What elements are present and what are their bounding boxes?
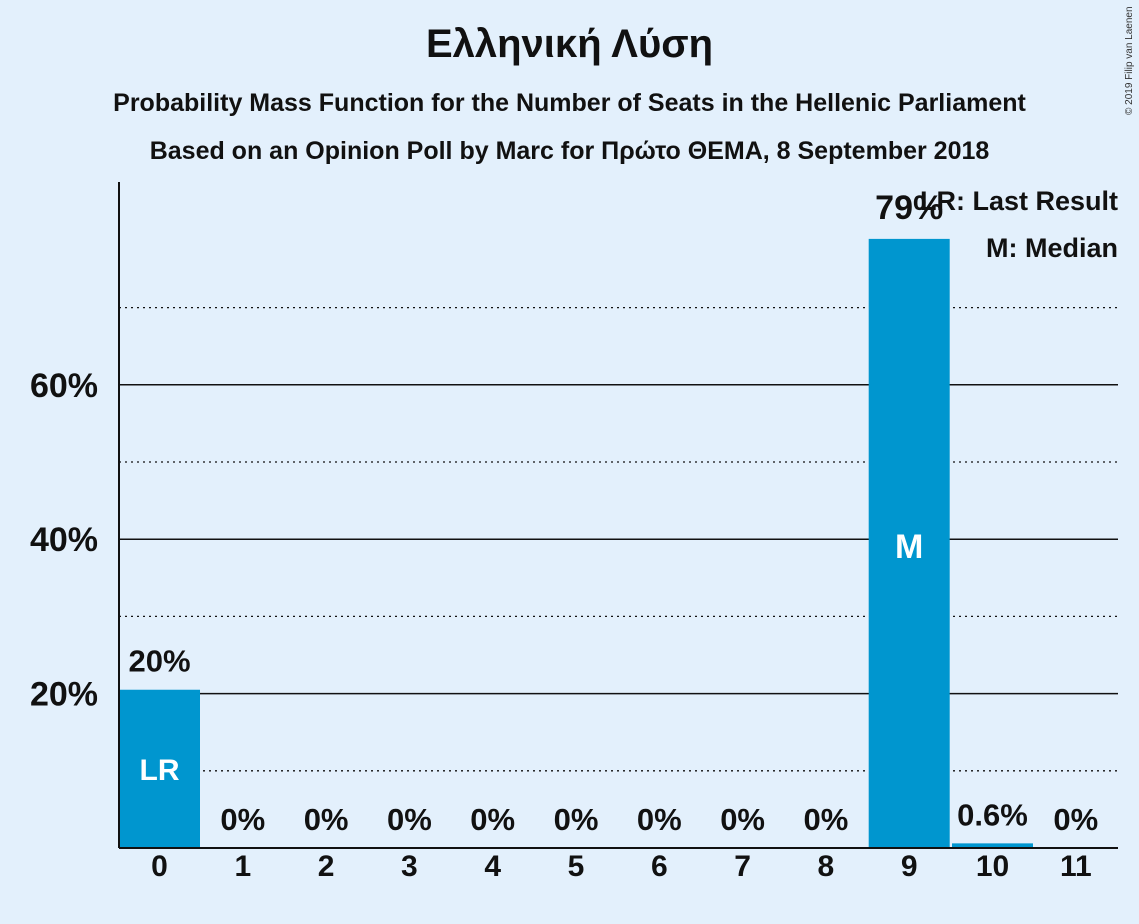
x-tick-label: 10: [976, 850, 1009, 883]
bar-value-label: 79%: [875, 189, 943, 227]
bar-value-label: 0%: [304, 802, 349, 837]
bar: [119, 689, 200, 848]
bar-value-label: 0%: [803, 802, 848, 837]
y-tick-label: 60%: [30, 367, 98, 405]
x-tick-label: 2: [318, 850, 335, 883]
y-tick-label: 20%: [30, 676, 98, 714]
bar-value-label: 0.6%: [957, 797, 1028, 832]
chart-source-note: Based on an Opinion Poll by Marc for Πρώ…: [149, 137, 990, 165]
x-tick-label: 4: [484, 850, 501, 883]
chart-subtitle: Probability Mass Function for the Number…: [113, 89, 1026, 117]
bar-value-label: 0%: [387, 802, 432, 837]
x-tick-label: 8: [818, 850, 835, 883]
x-tick-label: 0: [151, 850, 168, 883]
last-result-marker: LR: [140, 754, 180, 787]
y-tick-label: 40%: [30, 521, 98, 559]
x-tick-label: 11: [1060, 850, 1092, 883]
x-tick-label: 1: [234, 850, 251, 883]
x-tick-label: 6: [651, 850, 668, 883]
bar-value-label: 0%: [637, 802, 682, 837]
bar-value-label: 0%: [554, 802, 599, 837]
bar-value-label: 0%: [1053, 802, 1098, 837]
median-marker: M: [895, 528, 923, 566]
chart-title: Ελληνική Λύση: [425, 22, 714, 66]
bar-value-label: 0%: [220, 802, 265, 837]
bar: [952, 843, 1033, 848]
legend-median: M: Median: [986, 233, 1118, 263]
bar-value-label: 20%: [128, 644, 190, 679]
bar-value-label: 0%: [470, 802, 515, 837]
x-tick-label: 9: [901, 850, 918, 883]
bar: [868, 238, 950, 849]
bar-value-label: 0%: [720, 802, 765, 837]
x-tick-label: 5: [568, 850, 585, 883]
legend-last-result: LR: Last Result: [920, 186, 1118, 216]
x-tick-label: 3: [401, 850, 418, 883]
x-tick-label: 7: [734, 850, 751, 883]
